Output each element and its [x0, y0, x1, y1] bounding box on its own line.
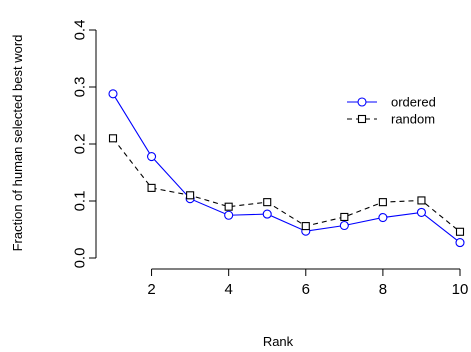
legend-label-random: random: [391, 112, 435, 127]
point-ordered: [339, 220, 349, 231]
point-random: [108, 134, 118, 143]
point-ordered: [416, 207, 426, 217]
y-tick-label: 0.4: [71, 20, 88, 41]
x-tick-label: 8: [379, 281, 387, 298]
series-line-random: [112, 137, 461, 233]
point-random: [455, 227, 465, 236]
point-ordered: [224, 210, 234, 220]
point-random: [147, 183, 156, 192]
y-tick-label: 0.3: [71, 77, 88, 98]
x-tick-label: 10: [452, 281, 469, 298]
point-ordered: [147, 151, 157, 162]
legend-marker-ordered: [357, 97, 367, 107]
series-line-ordered: [112, 93, 461, 244]
x-tick-label: 6: [302, 281, 310, 298]
legend-label-ordered: ordered: [391, 95, 436, 110]
x-axis-title: Rank: [263, 334, 294, 349]
point-ordered: [108, 89, 118, 99]
y-axis: 0.0 0.1 0.2 0.3 0.4: [71, 20, 97, 269]
point-random: [224, 202, 233, 211]
legend: ordered random: [347, 95, 436, 127]
y-tick-label: 0.2: [71, 134, 88, 155]
point-ordered: [378, 212, 388, 223]
x-tick-label: 4: [224, 281, 232, 298]
point-random: [186, 191, 195, 200]
x-tick-label: 2: [147, 281, 155, 298]
y-tick-label: 0.1: [71, 191, 88, 212]
point-random: [340, 212, 349, 222]
point-ordered: [262, 209, 272, 219]
point-random: [263, 198, 272, 207]
y-axis-title: Fraction of human selected best word: [10, 35, 25, 252]
series-lines: [108, 89, 465, 248]
point-ordered: [455, 238, 465, 248]
x-axis: 2 4 6 8 10: [147, 268, 469, 298]
point-random: [378, 198, 387, 207]
point-random: [301, 222, 310, 231]
y-tick-label: 0.0: [71, 248, 88, 269]
legend-marker-random: [357, 114, 367, 124]
point-random: [417, 196, 426, 205]
